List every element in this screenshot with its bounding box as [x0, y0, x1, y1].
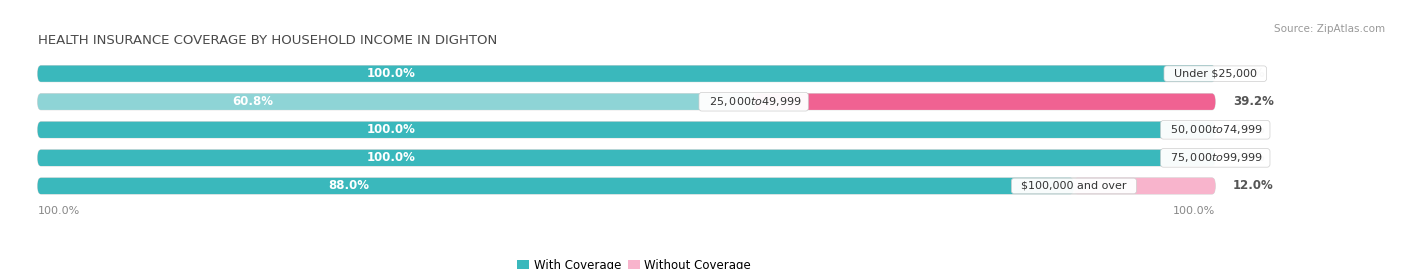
Text: $75,000 to $99,999: $75,000 to $99,999 [1163, 151, 1267, 164]
Text: 100.0%: 100.0% [38, 206, 80, 216]
Text: 60.8%: 60.8% [232, 95, 273, 108]
Text: Source: ZipAtlas.com: Source: ZipAtlas.com [1274, 24, 1385, 34]
FancyBboxPatch shape [38, 178, 1215, 194]
FancyBboxPatch shape [1074, 178, 1215, 194]
Text: $100,000 and over: $100,000 and over [1014, 181, 1133, 191]
FancyBboxPatch shape [38, 94, 1215, 110]
Text: 0.0%: 0.0% [1233, 151, 1265, 164]
FancyBboxPatch shape [38, 94, 754, 110]
Text: 100.0%: 100.0% [367, 123, 415, 136]
Text: 100.0%: 100.0% [367, 67, 415, 80]
Text: 39.2%: 39.2% [1233, 95, 1274, 108]
Text: $25,000 to $49,999: $25,000 to $49,999 [702, 95, 806, 108]
Text: 100.0%: 100.0% [367, 151, 415, 164]
Text: 100.0%: 100.0% [1173, 206, 1215, 216]
FancyBboxPatch shape [38, 122, 1215, 138]
Text: 88.0%: 88.0% [328, 179, 368, 192]
Text: Under $25,000: Under $25,000 [1167, 69, 1264, 79]
FancyBboxPatch shape [38, 150, 1215, 166]
FancyBboxPatch shape [38, 66, 1215, 82]
Text: HEALTH INSURANCE COVERAGE BY HOUSEHOLD INCOME IN DIGHTON: HEALTH INSURANCE COVERAGE BY HOUSEHOLD I… [38, 34, 496, 47]
FancyBboxPatch shape [38, 122, 1215, 138]
Text: $50,000 to $74,999: $50,000 to $74,999 [1163, 123, 1267, 136]
Text: 12.0%: 12.0% [1233, 179, 1274, 192]
Text: 0.0%: 0.0% [1233, 123, 1265, 136]
FancyBboxPatch shape [754, 94, 1215, 110]
FancyBboxPatch shape [38, 66, 1215, 82]
FancyBboxPatch shape [38, 178, 1074, 194]
Text: 0.0%: 0.0% [1233, 67, 1265, 80]
Legend: With Coverage, Without Coverage: With Coverage, Without Coverage [517, 259, 751, 269]
FancyBboxPatch shape [38, 150, 1215, 166]
